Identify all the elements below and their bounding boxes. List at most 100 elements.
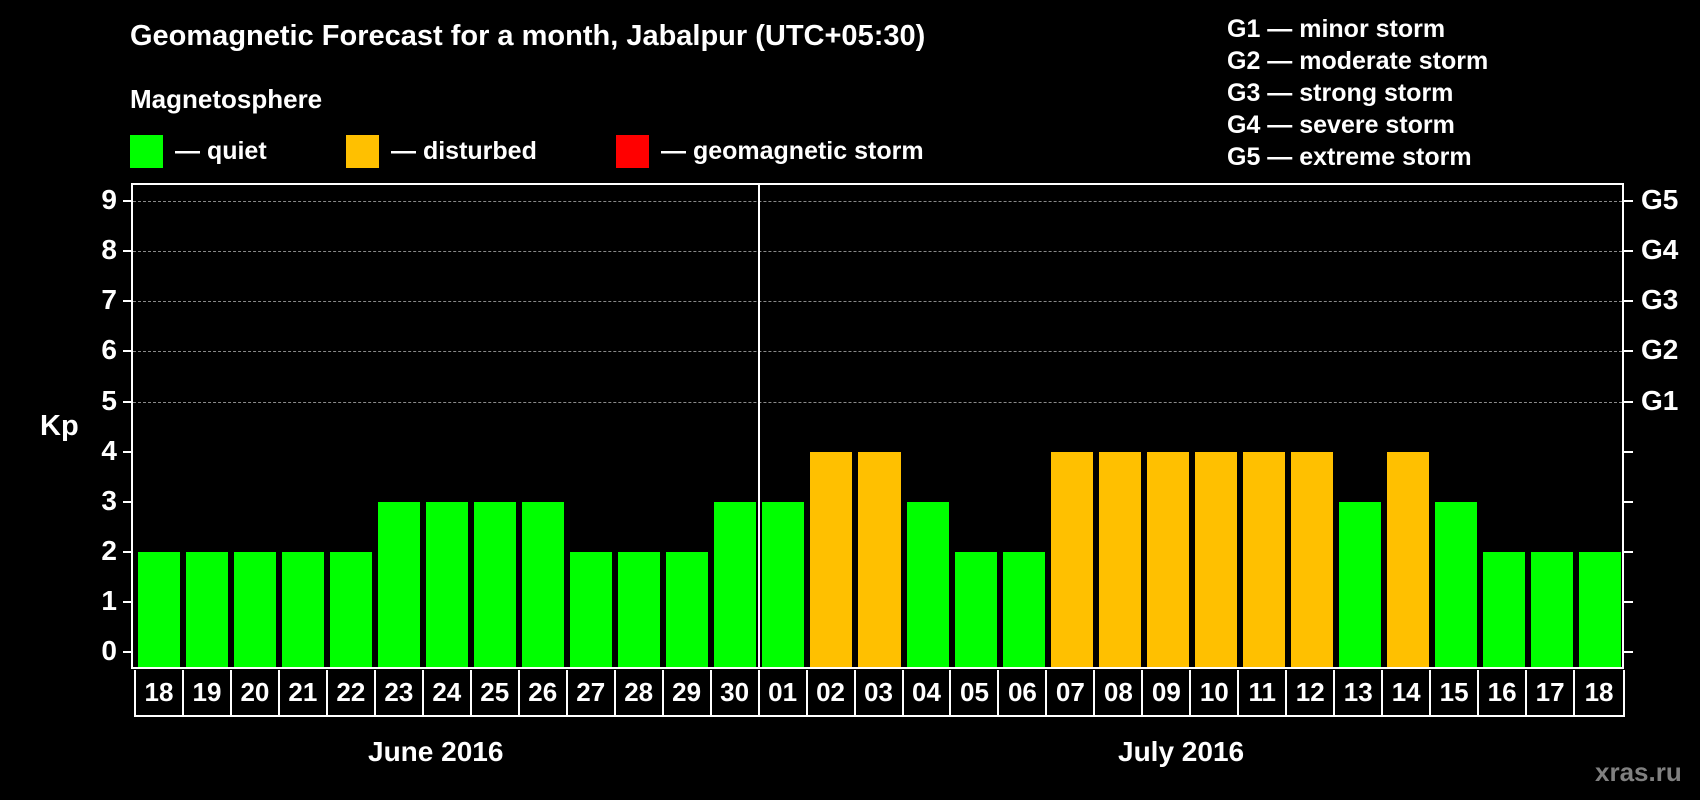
kp-bar — [906, 501, 949, 667]
date-label: 27 — [568, 670, 616, 715]
g-level-label: G4 — [1641, 234, 1679, 266]
kp-bar — [474, 501, 517, 667]
date-label: 19 — [184, 670, 232, 715]
month-label-july: July 2016 — [1118, 736, 1245, 767]
month-label-june: June 2016 — [368, 736, 504, 767]
y-tick-label: 0 — [101, 635, 117, 666]
date-label: 10 — [1191, 670, 1240, 715]
watermark: xras.ru — [1595, 757, 1682, 787]
g5-legend: G5 — extreme storm — [1227, 143, 1472, 171]
y-tick — [123, 200, 132, 203]
g4-legend: G4 — severe storm — [1227, 111, 1455, 139]
date-label: 12 — [1287, 670, 1336, 715]
right-y-tick — [1624, 300, 1633, 303]
kp-bar — [1146, 451, 1189, 667]
y-tick — [123, 550, 132, 553]
gridline — [133, 201, 1622, 203]
g2-legend: G2 — moderate storm — [1227, 47, 1489, 75]
kp-bar — [666, 551, 709, 667]
kp-bar — [1530, 551, 1573, 667]
right-y-tick — [1624, 250, 1633, 253]
kp-bar — [1386, 451, 1429, 667]
kp-bar — [1050, 451, 1093, 667]
date-label: 09 — [1143, 670, 1192, 715]
g-level-label: G1 — [1641, 384, 1679, 416]
kp-bar — [570, 551, 613, 667]
right-y-tick — [1624, 550, 1633, 553]
date-label: 30 — [712, 670, 760, 715]
legend-disturbed-label: — disturbed — [391, 136, 537, 165]
y-tick-label: 5 — [101, 384, 117, 416]
g3-legend: G3 — strong storm — [1227, 79, 1454, 107]
y-tick-label: 9 — [101, 184, 117, 216]
legend-quiet: — quiet — [130, 134, 267, 168]
y-tick — [123, 600, 132, 603]
kp-bar — [1194, 451, 1237, 667]
y-tick — [123, 250, 132, 253]
bars-container — [133, 185, 1622, 667]
gridline — [133, 351, 1622, 353]
gridline — [133, 401, 1622, 403]
g-level-label: G3 — [1641, 284, 1679, 316]
kp-bar — [282, 551, 325, 667]
date-label: 18 — [136, 670, 184, 715]
kp-bar — [810, 451, 853, 667]
date-label: 13 — [1335, 670, 1384, 715]
date-row: 18 19 20 21 22 23 24 25 26 27 28 29 30 01 02 03 04 05 06 07… — [134, 670, 1625, 717]
kp-bar — [1338, 501, 1381, 667]
y-tick — [123, 500, 132, 503]
date-label: 25 — [472, 670, 520, 715]
date-label: 04 — [904, 670, 952, 715]
gridline — [133, 251, 1622, 253]
gridline — [133, 301, 1622, 303]
kp-bar — [186, 551, 229, 667]
y-tick-label: 1 — [101, 584, 117, 616]
g-scale-legend: G1 — minor storm G2 — moderate storm G3 … — [1227, 13, 1488, 173]
date-label: 26 — [520, 670, 568, 715]
kp-bar — [378, 501, 421, 667]
kp-bar — [1434, 501, 1477, 667]
date-label: 08 — [1095, 670, 1144, 715]
date-label: 06 — [999, 670, 1048, 715]
kp-bar — [426, 501, 469, 667]
y-tick — [123, 350, 132, 353]
date-label: 16 — [1479, 670, 1528, 715]
kp-bar — [138, 551, 181, 667]
date-label: 21 — [280, 670, 328, 715]
kp-bar — [234, 551, 277, 667]
date-label: 24 — [424, 670, 472, 715]
date-label: 05 — [951, 670, 1000, 715]
kp-bar — [618, 551, 661, 667]
right-y-tick — [1624, 600, 1633, 603]
chart-title: Geomagnetic Forecast for a month, Jabalp… — [130, 20, 926, 52]
y-tick-label: 7 — [101, 284, 117, 316]
right-y-tick — [1624, 450, 1633, 453]
y-tick-label: 4 — [101, 434, 117, 466]
y-tick-label: 8 — [101, 234, 117, 266]
y-tick — [123, 450, 132, 453]
legend-storm-label: — geomagnetic storm — [661, 136, 924, 165]
quiet-swatch-icon — [130, 134, 163, 168]
y-tick — [123, 400, 132, 403]
legend-subtitle: Magnetosphere — [130, 84, 323, 114]
date-label: 18 — [1584, 677, 1614, 707]
date-label: 20 — [232, 670, 280, 715]
date-label: 03 — [856, 670, 904, 715]
legend-disturbed: — disturbed — [346, 134, 537, 168]
right-y-tick — [1624, 400, 1633, 403]
g-level-label: G5 — [1641, 184, 1679, 216]
month-divider — [758, 183, 760, 669]
kp-bar — [1098, 451, 1141, 667]
g-level-label: G2 — [1641, 334, 1679, 366]
kp-bar — [1578, 551, 1621, 667]
date-label: 22 — [328, 670, 376, 715]
right-y-tick — [1624, 500, 1633, 503]
date-label: 23 — [376, 670, 424, 715]
date-label: 28 — [616, 670, 664, 715]
legend-quiet-label: — quiet — [175, 136, 267, 165]
date-label: 07 — [1047, 670, 1096, 715]
kp-bar — [522, 501, 565, 667]
date-label: 02 — [808, 670, 856, 715]
date-label: 11 — [1239, 670, 1288, 715]
y-tick-label: 3 — [101, 484, 117, 516]
